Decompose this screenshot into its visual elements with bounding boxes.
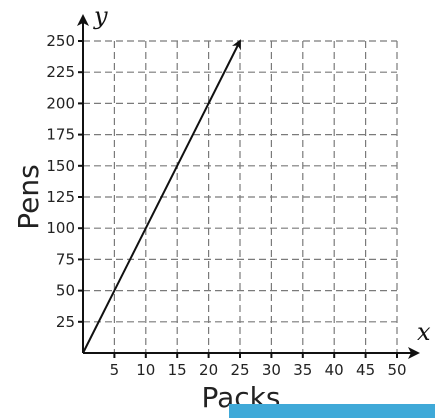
x-tick-label: 25 — [230, 361, 249, 379]
axes — [77, 14, 420, 359]
series-lines — [82, 39, 241, 354]
y-axis-title: Pens — [12, 164, 45, 229]
y-tick-label: 175 — [46, 126, 75, 144]
x-tick-label: 45 — [356, 361, 375, 379]
x-tick-label: 50 — [387, 361, 406, 379]
y-tick-label: 225 — [46, 63, 75, 81]
y-axis-letter: y — [93, 2, 108, 30]
y-tick-label: 250 — [46, 32, 75, 50]
tick-labels: 5 10 15 20 25 30 35 40 45 50 25 50 75 100 125 150 175 200… — [46, 32, 406, 379]
x-tick-label: 30 — [262, 361, 281, 379]
y-tick-label: 100 — [46, 219, 75, 237]
x-tick-label: 35 — [293, 361, 312, 379]
x-axis-letter: x — [417, 318, 431, 346]
x-tick-label: 15 — [168, 361, 187, 379]
series-line — [82, 39, 241, 354]
y-tick-label: 25 — [56, 313, 75, 331]
y-tick-label: 50 — [56, 282, 75, 300]
x-tick-label: 10 — [136, 361, 155, 379]
x-tick-label: 5 — [110, 361, 120, 379]
x-tick-label: 20 — [199, 361, 218, 379]
y-tick-label: 150 — [46, 157, 75, 175]
y-tick-label: 200 — [46, 94, 75, 112]
y-tick-label: 125 — [46, 188, 75, 206]
x-tick-label: 40 — [325, 361, 344, 379]
footer-bar — [229, 404, 435, 418]
grid-lines — [83, 40, 398, 353]
y-tick-label: 75 — [56, 250, 75, 268]
